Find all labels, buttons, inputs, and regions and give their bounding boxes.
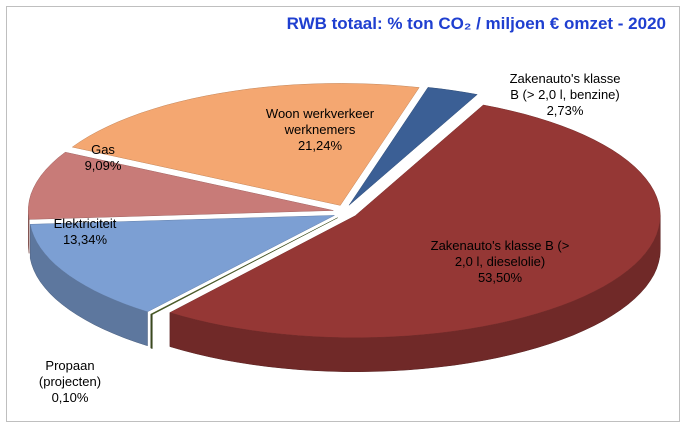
category-label: Zakenauto's klasse B (> 2,0 l, benzine) <box>509 71 621 102</box>
value-label: 21,24% <box>297 138 343 153</box>
slice-label: Zakenauto's klasse B (> 2,0 l, dieseloli… <box>425 238 575 286</box>
slice-label: Woon werkverkeer werknemers 21,24% <box>235 106 405 154</box>
value-label: 9,09% <box>84 158 122 173</box>
slice-label: Gas 9,09% <box>63 142 143 174</box>
slice-side <box>150 313 153 349</box>
chart-title: RWB totaal: % ton CO₂ / miljoen € omzet … <box>286 14 666 33</box>
slice <box>71 83 420 206</box>
value-label: 2,73% <box>546 103 584 118</box>
category-label: Elektriciteit <box>53 216 117 231</box>
category-label: Gas <box>91 142 115 157</box>
value-label: 53,50% <box>477 270 523 285</box>
slice <box>28 151 334 220</box>
slice-label: Zakenauto's klasse B (> 2,0 l, benzine) 2… <box>505 71 625 119</box>
value-label: 0,10% <box>51 390 89 405</box>
category-label: Zakenauto's klasse B (> 2,0 l, dieseloli… <box>430 238 570 269</box>
slice-label: Propaan (projecten) 0,10% <box>25 358 115 406</box>
slice <box>169 104 661 338</box>
slice-label: Elektriciteit 13,34% <box>40 216 130 248</box>
category-label: Woon werkverkeer werknemers <box>265 106 375 137</box>
slice <box>29 215 335 313</box>
slice <box>150 217 338 315</box>
category-label: Propaan (projecten) <box>38 358 102 389</box>
value-label: 13,34% <box>62 232 108 247</box>
slice <box>348 87 478 206</box>
